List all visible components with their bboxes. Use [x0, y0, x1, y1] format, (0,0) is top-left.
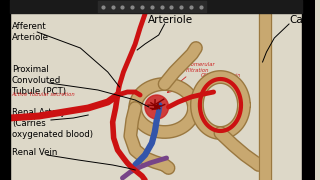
Text: Glomerular
Filtration: Glomerular Filtration — [186, 62, 216, 73]
Text: Afferent
Arteriole: Afferent Arteriole — [12, 22, 49, 42]
Text: Renal Vein: Renal Vein — [12, 148, 57, 157]
Text: Caps: Caps — [289, 15, 315, 25]
Text: GFR=125ml/min: GFR=125ml/min — [201, 72, 241, 77]
Text: Arteriole: Arteriole — [148, 15, 193, 25]
Text: Proximal
Convoluted
Tubule (PCT): Proximal Convoluted Tubule (PCT) — [12, 65, 66, 96]
Text: Active Tubular secretion: Active Tubular secretion — [12, 92, 76, 97]
Text: Renal Artery
(Carries
oxygenated blood): Renal Artery (Carries oxygenated blood) — [12, 108, 93, 139]
Circle shape — [145, 95, 169, 119]
